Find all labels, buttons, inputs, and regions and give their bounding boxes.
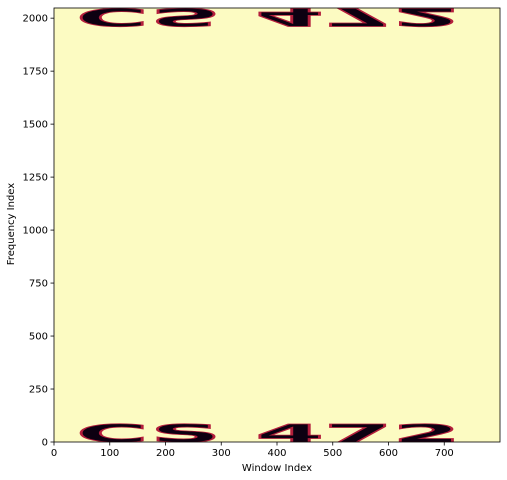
y-tick-label: 0: [42, 438, 48, 449]
x-tick-label: 600: [379, 448, 398, 459]
x-tick-label: 700: [435, 448, 454, 459]
spectrogram-glyph-text-2: CS 472: [76, 3, 462, 32]
y-tick-label: 1750: [23, 67, 48, 78]
x-tick-label: 300: [212, 448, 231, 459]
y-tick-label: 250: [29, 385, 48, 396]
x-tick-label: 200: [156, 448, 175, 459]
x-tick-label: 100: [100, 448, 119, 459]
y-tick-label: 1500: [23, 120, 48, 131]
x-tick-label: 400: [267, 448, 286, 459]
glyph-layer: CS 472 CS 472: [76, 3, 462, 448]
y-tick-label: 500: [29, 332, 48, 343]
spectrogram-glyph-text-1: CS 472: [76, 418, 462, 448]
x-tick-label: 500: [323, 448, 342, 459]
glyph-text: CS 472: [76, 419, 461, 448]
glyph-text: CS 472: [76, 3, 461, 32]
plot-area: CS 472 CS 472: [53, 3, 501, 448]
x-axis: 0 100 200 300 400 500 600 700: [51, 442, 454, 459]
y-tick-label: 750: [29, 279, 48, 290]
y-tick-label: 2000: [23, 14, 48, 25]
heatmap-background: [54, 8, 500, 442]
y-tick-label: 1250: [23, 173, 48, 184]
y-axis: 0 250 500 750 1000 1250 1500 1750 2000: [23, 14, 54, 449]
x-tick-label: 0: [51, 448, 57, 459]
x-axis-label: Window Index: [242, 463, 312, 474]
y-axis-label: Frequency Index: [6, 183, 17, 265]
y-tick-label: 1000: [23, 226, 48, 237]
